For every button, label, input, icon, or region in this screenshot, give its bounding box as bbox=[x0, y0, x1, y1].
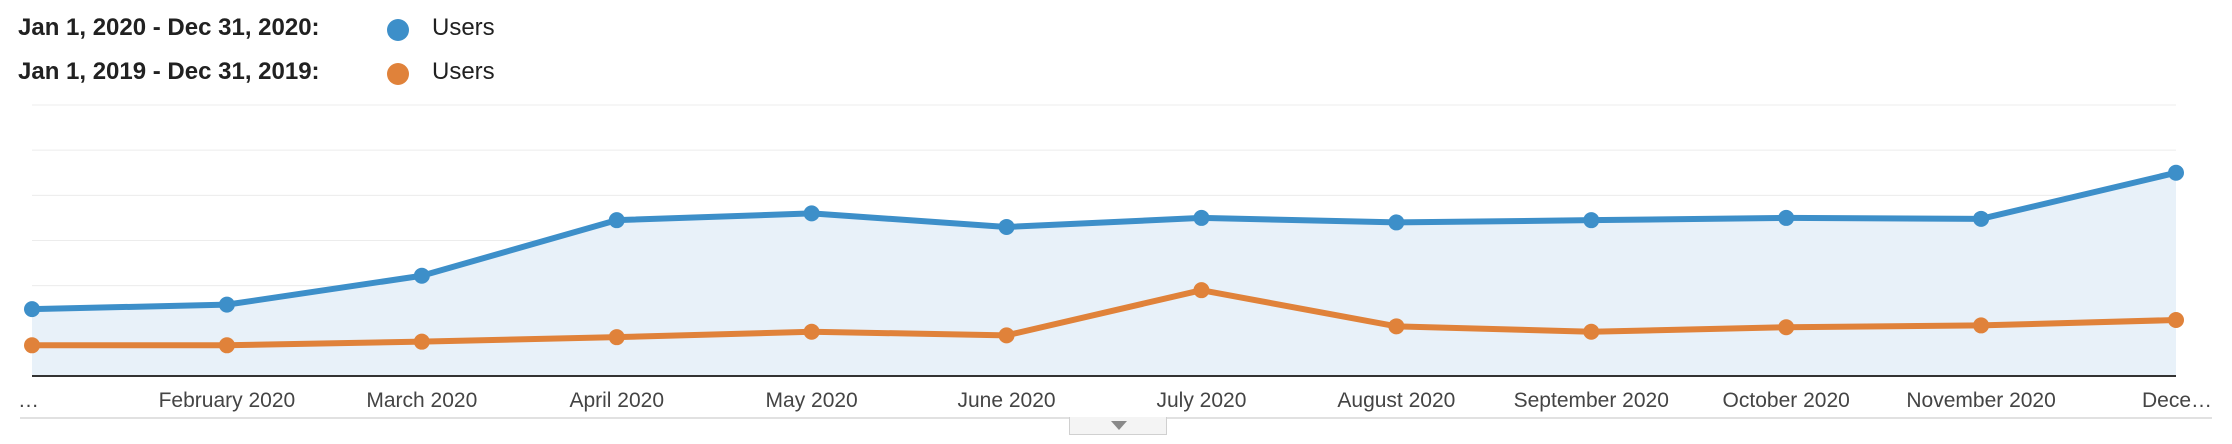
chart-legend: Jan 1, 2020 - Dec 31, 2020: Users Jan 1,… bbox=[18, 8, 618, 96]
data-point-previous bbox=[1583, 323, 1600, 340]
x-tick-label: April 2020 bbox=[569, 389, 664, 412]
data-point-current bbox=[1193, 209, 1210, 226]
data-point-previous bbox=[218, 337, 235, 354]
data-point-current bbox=[218, 296, 235, 313]
legend-current-series: Users bbox=[432, 14, 495, 41]
data-point-previous bbox=[24, 337, 40, 354]
chart-collapse-toggle[interactable] bbox=[1069, 417, 1167, 435]
legend-previous-series: Users bbox=[432, 58, 495, 85]
x-tick-label: November 2020 bbox=[1906, 389, 2055, 412]
data-point-previous bbox=[998, 327, 1015, 344]
data-point-current bbox=[1388, 214, 1405, 231]
data-point-current bbox=[2168, 164, 2184, 181]
data-point-current bbox=[803, 205, 820, 222]
x-tick-label: Dece… bbox=[2142, 389, 2212, 412]
x-tick-label: October 2020 bbox=[1723, 389, 1850, 412]
x-tick-label: … bbox=[18, 389, 39, 412]
data-point-current bbox=[998, 218, 1015, 235]
data-point-previous bbox=[1973, 317, 1990, 334]
data-point-current bbox=[1583, 212, 1600, 229]
x-tick-label: August 2020 bbox=[1337, 389, 1455, 412]
legend-current-dot-icon bbox=[387, 19, 409, 41]
data-point-previous bbox=[1193, 282, 1210, 299]
x-tick-label: February 2020 bbox=[159, 389, 296, 412]
x-tick-label: September 2020 bbox=[1514, 389, 1669, 412]
legend-current-range: Jan 1, 2020 - Dec 31, 2020: bbox=[18, 14, 320, 41]
data-point-current bbox=[413, 267, 430, 284]
data-point-previous bbox=[608, 329, 625, 346]
series-line-previous bbox=[29, 287, 2179, 349]
x-tick-label: July 2020 bbox=[1157, 389, 1247, 412]
data-point-previous bbox=[413, 333, 430, 350]
data-point-current bbox=[24, 301, 40, 318]
legend-previous-dot-icon bbox=[387, 63, 409, 85]
data-point-previous bbox=[1778, 319, 1795, 336]
data-point-current bbox=[608, 212, 625, 229]
series-line-current bbox=[29, 169, 2179, 313]
data-point-previous bbox=[2168, 311, 2184, 328]
data-point-previous bbox=[1388, 318, 1405, 335]
data-point-current bbox=[1973, 210, 1990, 227]
data-point-current bbox=[1778, 209, 1795, 226]
x-tick-label: March 2020 bbox=[366, 389, 477, 412]
legend-row-previous[interactable]: Jan 1, 2019 - Dec 31, 2019: Users bbox=[18, 52, 618, 96]
x-tick-label: May 2020 bbox=[766, 389, 858, 412]
legend-row-current[interactable]: Jan 1, 2020 - Dec 31, 2020: Users bbox=[18, 8, 618, 52]
data-point-previous bbox=[803, 323, 820, 340]
x-tick-label: June 2020 bbox=[957, 389, 1055, 412]
legend-previous-range: Jan 1, 2019 - Dec 31, 2019: bbox=[18, 58, 320, 85]
chevron-down-icon bbox=[1111, 421, 1127, 430]
series-area-current bbox=[32, 172, 2176, 376]
